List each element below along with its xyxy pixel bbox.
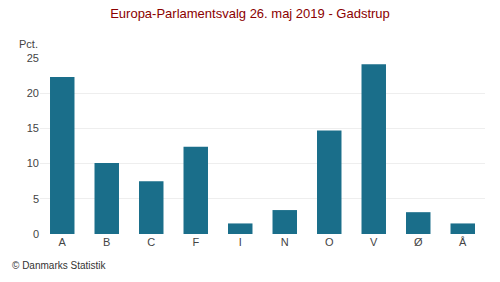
svg-text:C: C bbox=[147, 236, 155, 248]
svg-text:10: 10 bbox=[27, 157, 39, 169]
svg-text:Ø: Ø bbox=[414, 236, 423, 248]
svg-text:15: 15 bbox=[27, 122, 39, 134]
svg-text:5: 5 bbox=[33, 193, 39, 205]
svg-text:O: O bbox=[325, 236, 334, 248]
svg-text:N: N bbox=[281, 236, 289, 248]
svg-text:I: I bbox=[239, 236, 242, 248]
svg-text:20: 20 bbox=[27, 87, 39, 99]
svg-text:F: F bbox=[192, 236, 199, 248]
svg-text:25: 25 bbox=[27, 52, 39, 64]
svg-text:B: B bbox=[103, 236, 110, 248]
svg-text:V: V bbox=[370, 236, 378, 248]
svg-text:Europa-Parlamentsvalg 26. maj: Europa-Parlamentsvalg 26. maj 2019 - Gad… bbox=[110, 6, 390, 21]
svg-text:Å: Å bbox=[459, 236, 467, 248]
svg-text:Pct.: Pct. bbox=[19, 38, 38, 50]
svg-text:© Danmarks Statistik: © Danmarks Statistik bbox=[12, 260, 107, 271]
svg-text:0: 0 bbox=[33, 228, 39, 240]
svg-text:A: A bbox=[59, 236, 67, 248]
